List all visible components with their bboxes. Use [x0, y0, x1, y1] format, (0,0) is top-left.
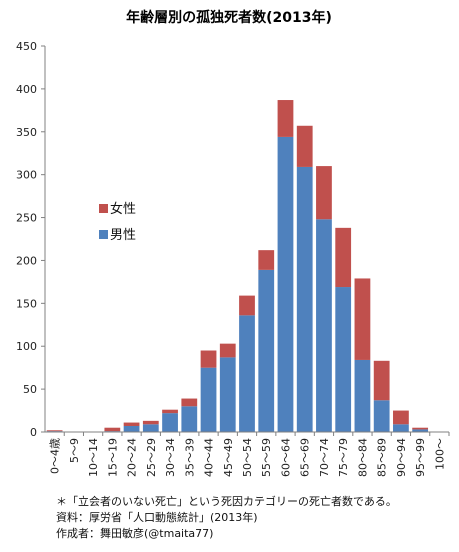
bar-male	[412, 429, 429, 432]
y-tick-label: 350	[16, 126, 37, 139]
x-tick-label: 40～44	[203, 438, 216, 477]
legend-swatch-female	[99, 204, 108, 213]
chart: 年齢層別の孤独死者数(2013年) 0 50 100 150 200 250 300 350 4…	[16, 9, 450, 477]
y-tick-label: 250	[16, 212, 37, 225]
bar-female	[181, 398, 198, 407]
bar-male	[354, 359, 371, 432]
x-tick-label: 35～39	[183, 438, 196, 477]
note-line-1: ＊「立会者のいない死亡」という死因カテゴリーの死亡者数である。	[56, 495, 397, 508]
bar-female	[162, 409, 178, 414]
y-tick-label: 400	[16, 83, 37, 96]
note-author: 作成者：舞田敏彦(@tmaita77)	[56, 527, 214, 540]
bar-female	[393, 410, 409, 425]
bar-female	[219, 343, 236, 358]
bar-male	[335, 287, 352, 432]
bar-male	[123, 426, 140, 432]
x-tick-label: 85～89	[376, 438, 389, 477]
bar-male	[296, 166, 313, 432]
x-tick-label: 25～29	[145, 438, 158, 477]
bar-male	[162, 413, 178, 432]
bar-male	[316, 219, 332, 432]
bar-female	[412, 427, 429, 430]
y-tick-label: 450	[16, 40, 37, 53]
y-tick-label: 150	[16, 297, 37, 310]
bar-female	[200, 350, 217, 368]
bar-female	[335, 227, 352, 288]
bar-male	[200, 367, 217, 432]
x-tick-label: 100～	[433, 438, 446, 470]
bar-male	[181, 406, 198, 432]
bar-male	[393, 424, 409, 432]
bar-male	[219, 357, 236, 432]
x-tick-label: 55～59	[260, 438, 273, 477]
x-tick-label: 90～94	[395, 438, 408, 477]
x-tick-label: 15～19	[106, 438, 119, 477]
x-tick-label: 70～74	[318, 438, 331, 477]
y-tick-label: 50	[23, 383, 37, 396]
x-tick-label: 95～99	[414, 438, 427, 477]
y-tick-label: 300	[16, 169, 37, 182]
y-tick-label: 100	[16, 340, 37, 353]
x-tick-label: 65～69	[299, 438, 312, 477]
x-tick-label: 50～54	[241, 438, 254, 477]
bar-female	[239, 295, 255, 316]
bar-female	[296, 125, 313, 167]
x-tick-label: 30～34	[164, 438, 177, 477]
x-tick-label: 75～79	[337, 438, 350, 477]
bar-female	[354, 278, 371, 360]
bar-female	[258, 250, 275, 270]
bar-male	[142, 424, 159, 432]
x-tick-label: 45～49	[222, 438, 235, 477]
note-source: 資料：厚労省「人口動態統計」(2013年)	[56, 511, 258, 524]
x-tick-label: 0～4歳	[49, 438, 62, 474]
x-tick-label: 5～9	[68, 438, 81, 463]
x-tick-label: 60～64	[279, 438, 292, 477]
bar-female	[104, 427, 121, 432]
x-tick-label: 20～24	[126, 438, 139, 477]
x-tick-label: 80～84	[356, 438, 369, 477]
bar-male	[373, 400, 390, 432]
bar-female	[46, 430, 63, 432]
notes: ＊「立会者のいない死亡」という死因カテゴリーの死亡者数である。 資料：厚労省「人…	[56, 494, 397, 542]
y-tick-label: 0	[30, 426, 37, 439]
bar-male	[258, 269, 275, 432]
bar-female	[123, 422, 140, 426]
legend-label-female: 女性	[110, 201, 136, 217]
chart-title: 年齢層別の孤独死者数(2013年)	[126, 9, 332, 26]
bar-male	[239, 315, 255, 432]
x-tick-label: 10～14	[87, 438, 100, 477]
bar-male	[277, 136, 294, 433]
plot-area: 0 50 100 150 200 250 300 350 400 450 0～4歳 5～9 10～14 1…	[16, 40, 450, 477]
y-tick-label: 200	[16, 254, 37, 267]
bar-female	[142, 420, 159, 425]
bar-female	[277, 100, 294, 137]
bar-female	[373, 360, 390, 401]
bar-female	[316, 166, 332, 220]
legend-label-male: 男性	[110, 228, 136, 243]
legend-swatch-male	[99, 230, 108, 239]
